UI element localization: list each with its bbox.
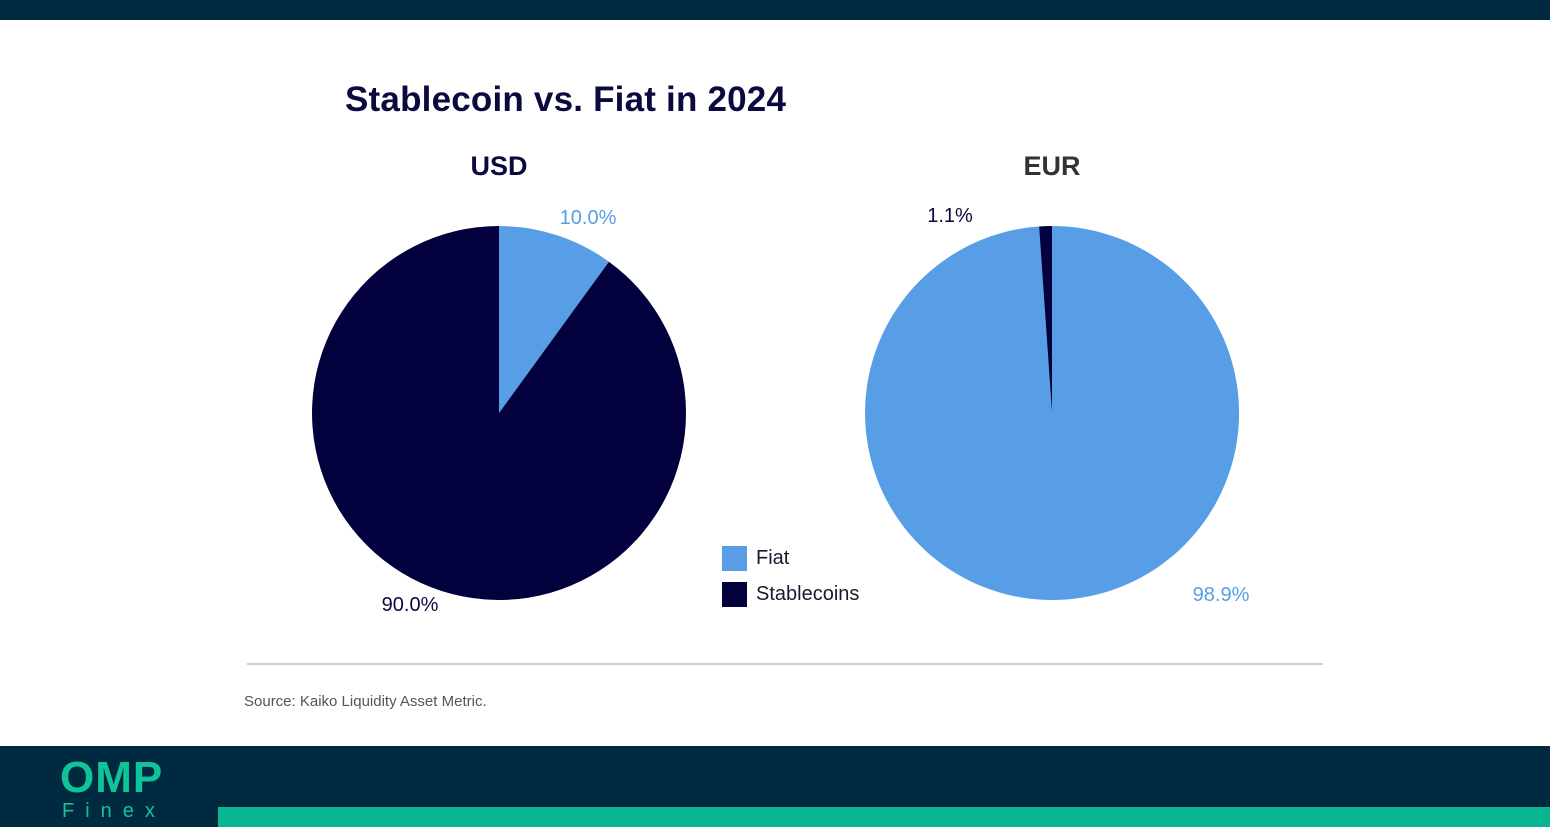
divider (247, 663, 1323, 665)
logo-main-text: OMP (60, 753, 164, 802)
accent-strip (218, 807, 1550, 827)
usd-slice-stablecoins (312, 226, 687, 601)
legend-label-stablecoins: Stablecoins (756, 582, 860, 605)
eur-pie-slices (865, 225, 1240, 601)
chart-title: Stablecoin vs. Fiat in 2024 (345, 80, 787, 119)
legend-item-fiat: Fiat (722, 540, 859, 576)
logo-sub-text: Finex (62, 800, 166, 822)
usd-slice-fiat (499, 226, 609, 413)
usd-stablecoins-label: 90.0% (382, 594, 439, 616)
usd-pie-slices (312, 226, 687, 601)
eur-fiat-label: 98.9% (1193, 584, 1250, 606)
source-note: Source: Kaiko Liquidity Asset Metric. (244, 693, 487, 710)
eur-slice-fiat (865, 225, 1240, 601)
eur-pie: EUR 1.1% 98.9% (865, 151, 1250, 606)
legend-swatch-fiat (722, 545, 747, 571)
omp-finex-logo: OMP Finex (60, 753, 166, 823)
eur-slice-stablecoins (1039, 226, 1052, 413)
usd-pie: USD 10.0% 90.0% (312, 151, 687, 616)
usd-fiat-label: 10.0% (560, 207, 617, 229)
usd-pie-title: USD (470, 151, 527, 181)
chart-area: Stablecoin vs. Fiat in 2024 USD 10.0% 90… (0, 20, 1550, 746)
eur-stablecoins-label: 1.1% (927, 205, 973, 227)
legend: Fiat Stablecoins (722, 540, 859, 612)
footer-bar: OMP Finex (0, 746, 1550, 827)
legend-swatch-stablecoins (722, 581, 747, 607)
pie-charts: USD 10.0% 90.0% EUR 1.1% 98.9% (312, 151, 1250, 616)
legend-label-fiat: Fiat (756, 546, 790, 569)
legend-item-stablecoins: Stablecoins (722, 576, 859, 612)
eur-pie-title: EUR (1023, 151, 1080, 181)
top-bar (0, 0, 1550, 20)
